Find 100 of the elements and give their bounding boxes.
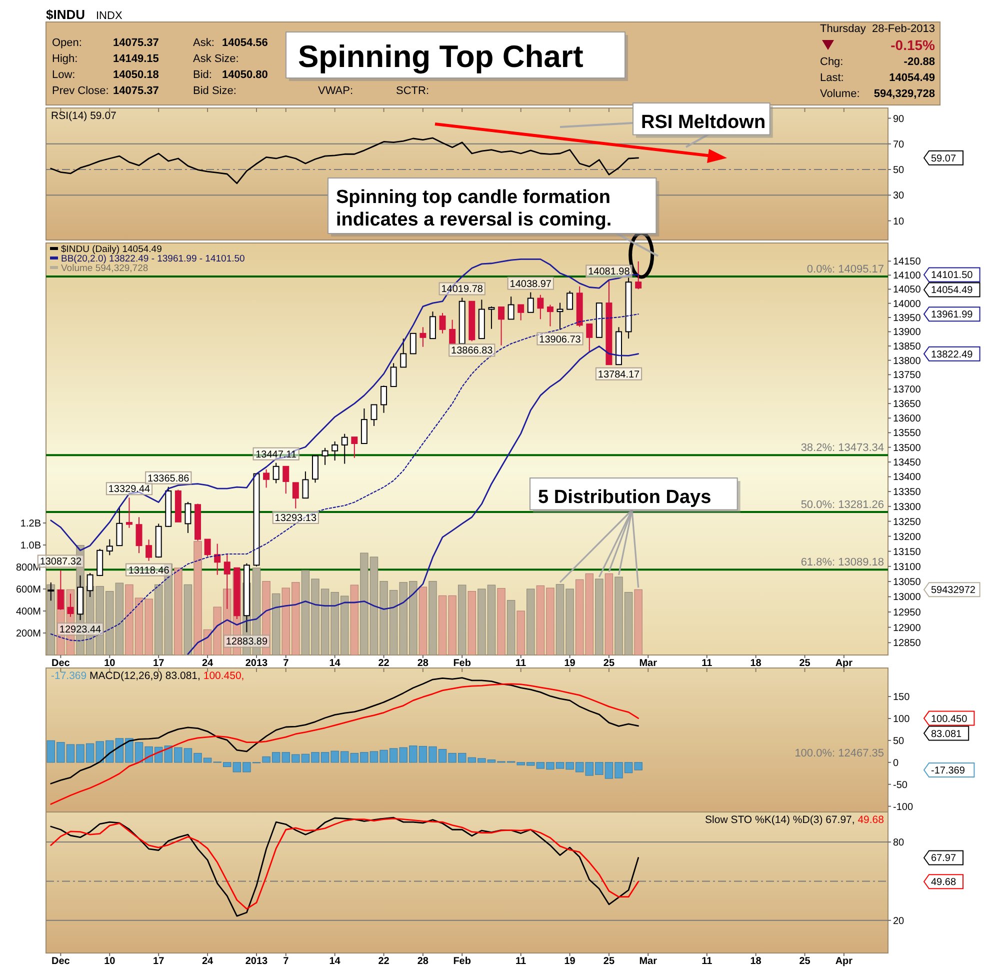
annotation: 14019.78: [441, 284, 484, 296]
y-tick-label: 50: [893, 165, 905, 176]
y-tick-label: 14050: [893, 284, 922, 296]
x-tick-label: Mar: [639, 658, 658, 669]
x-tick-label: 24: [202, 956, 214, 967]
x-tick-label: Dec: [52, 956, 70, 967]
x-tick-label: 24: [202, 658, 214, 669]
text: 28-Feb-2013: [872, 23, 935, 35]
candlestick: [360, 408, 368, 444]
text: 14054.49: [889, 72, 935, 84]
text: MACD(12,26,9) 83.081,: [86, 670, 200, 682]
candlestick: [136, 516, 142, 554]
annotation: Spinning top candle formation indicates a reversal is coming.: [336, 186, 612, 231]
y-tick-label: 13500: [893, 442, 922, 454]
candlestick: [429, 311, 436, 340]
x-tick-label: Apr: [835, 658, 853, 669]
annotation: 100.0%: 12467.35: [794, 747, 884, 760]
annotation: 5 Distribution Days: [538, 486, 712, 508]
text: -20.88: [904, 56, 935, 68]
candlestick: [204, 538, 211, 557]
y-tick-label: 20: [893, 916, 905, 927]
text: Prev Close:: [52, 85, 109, 97]
annotation: RSI Meltdown: [641, 112, 766, 133]
text: Volume 594,329,728: [61, 263, 148, 274]
candlestick: [332, 440, 338, 462]
text: 100.450: [931, 714, 968, 725]
text: Ask:: [193, 37, 214, 49]
x-tick-label: 11: [516, 956, 527, 967]
y-tick-label: -50: [893, 780, 908, 791]
text: Slow STO %K(14) %D(3) 67.97,: [705, 814, 855, 826]
text: Thursday: [820, 23, 866, 35]
y-tick-label: 13750: [893, 370, 922, 382]
text: 13822.49: [931, 349, 974, 360]
y-tick-label: 13600: [893, 414, 922, 425]
y-tick-label: 12950: [893, 607, 922, 618]
x-tick-label: 17: [153, 658, 165, 669]
text: 49.68: [854, 814, 884, 826]
annotation: 13087.32: [40, 556, 82, 568]
x-tick-label: 14: [329, 956, 341, 967]
candlestick: [586, 324, 593, 352]
legend-label: $INDU (Daily) 14054.49: [61, 244, 162, 255]
text: -17.369: [931, 766, 966, 777]
annotation: 13329.44: [108, 484, 151, 496]
candlestick: [546, 304, 554, 327]
x-tick-label: 25: [603, 956, 615, 967]
candlestick: [351, 436, 358, 458]
y-tick-label: 50: [893, 736, 905, 747]
candlestick: [341, 433, 348, 464]
y-tick-label: 12850: [893, 638, 922, 650]
y-tick-label: 14100: [893, 270, 922, 282]
annotation: 12883.89: [226, 636, 268, 648]
candlestick: [302, 470, 309, 499]
y-tick-label: 13850: [893, 341, 922, 352]
text: 14050.80: [222, 69, 268, 81]
y-tick-label: 30: [893, 190, 905, 202]
text: 83.081: [931, 728, 962, 740]
text: -17.369: [51, 670, 87, 682]
y-tick-label: 10: [893, 216, 905, 228]
text: Last:: [820, 72, 844, 84]
x-tick-label: 7: [283, 956, 290, 967]
annotation: 13293.13: [274, 512, 317, 524]
candlestick: [282, 466, 290, 494]
candlestick: [390, 362, 397, 387]
y2-tick-label: 800M: [16, 562, 41, 574]
candlestick: [556, 302, 564, 330]
text: 14054.56: [222, 37, 268, 49]
candlestick: [635, 260, 642, 290]
text: 59.07: [931, 153, 956, 164]
y2-tick-label: 1.0B: [20, 540, 42, 552]
x-tick-label: 18: [750, 658, 762, 669]
annotation: 14038.97: [510, 278, 552, 290]
candlestick: [322, 447, 328, 466]
y-tick-label: 13450: [893, 457, 922, 468]
y-tick-label: 100: [893, 714, 910, 725]
line-series: [50, 683, 640, 805]
x-tick-label: Feb: [453, 956, 471, 967]
annotation: 12923.44: [59, 624, 102, 636]
x-tick-label: Mar: [639, 956, 658, 967]
x-tick-label: 25: [603, 658, 615, 669]
candlestick: [184, 501, 192, 534]
candlestick: [439, 312, 446, 334]
x-tick-label: 28: [417, 956, 429, 967]
x-tick-label: 11: [702, 956, 713, 967]
y-tick-label: 13150: [893, 546, 922, 558]
x-tick-label: 7: [283, 658, 290, 669]
candlestick: [292, 482, 299, 509]
text: 14050.18: [113, 69, 159, 81]
text: 594,329,728: [874, 88, 935, 100]
annotation: 13784.17: [598, 369, 640, 380]
text: 67.97: [931, 853, 956, 864]
text: INDX: [96, 10, 123, 22]
y-tick-label: 13950: [893, 313, 922, 324]
annotation: 13447.11: [256, 449, 297, 460]
text: Chg:: [820, 56, 844, 68]
ref-line-label: 50.0%: 13281.26: [800, 498, 884, 511]
candlestick: [116, 506, 123, 546]
candlestick: [48, 582, 54, 602]
candlestick: [518, 304, 524, 321]
text: Ask Size:: [193, 53, 239, 65]
candlestick: [146, 539, 152, 562]
